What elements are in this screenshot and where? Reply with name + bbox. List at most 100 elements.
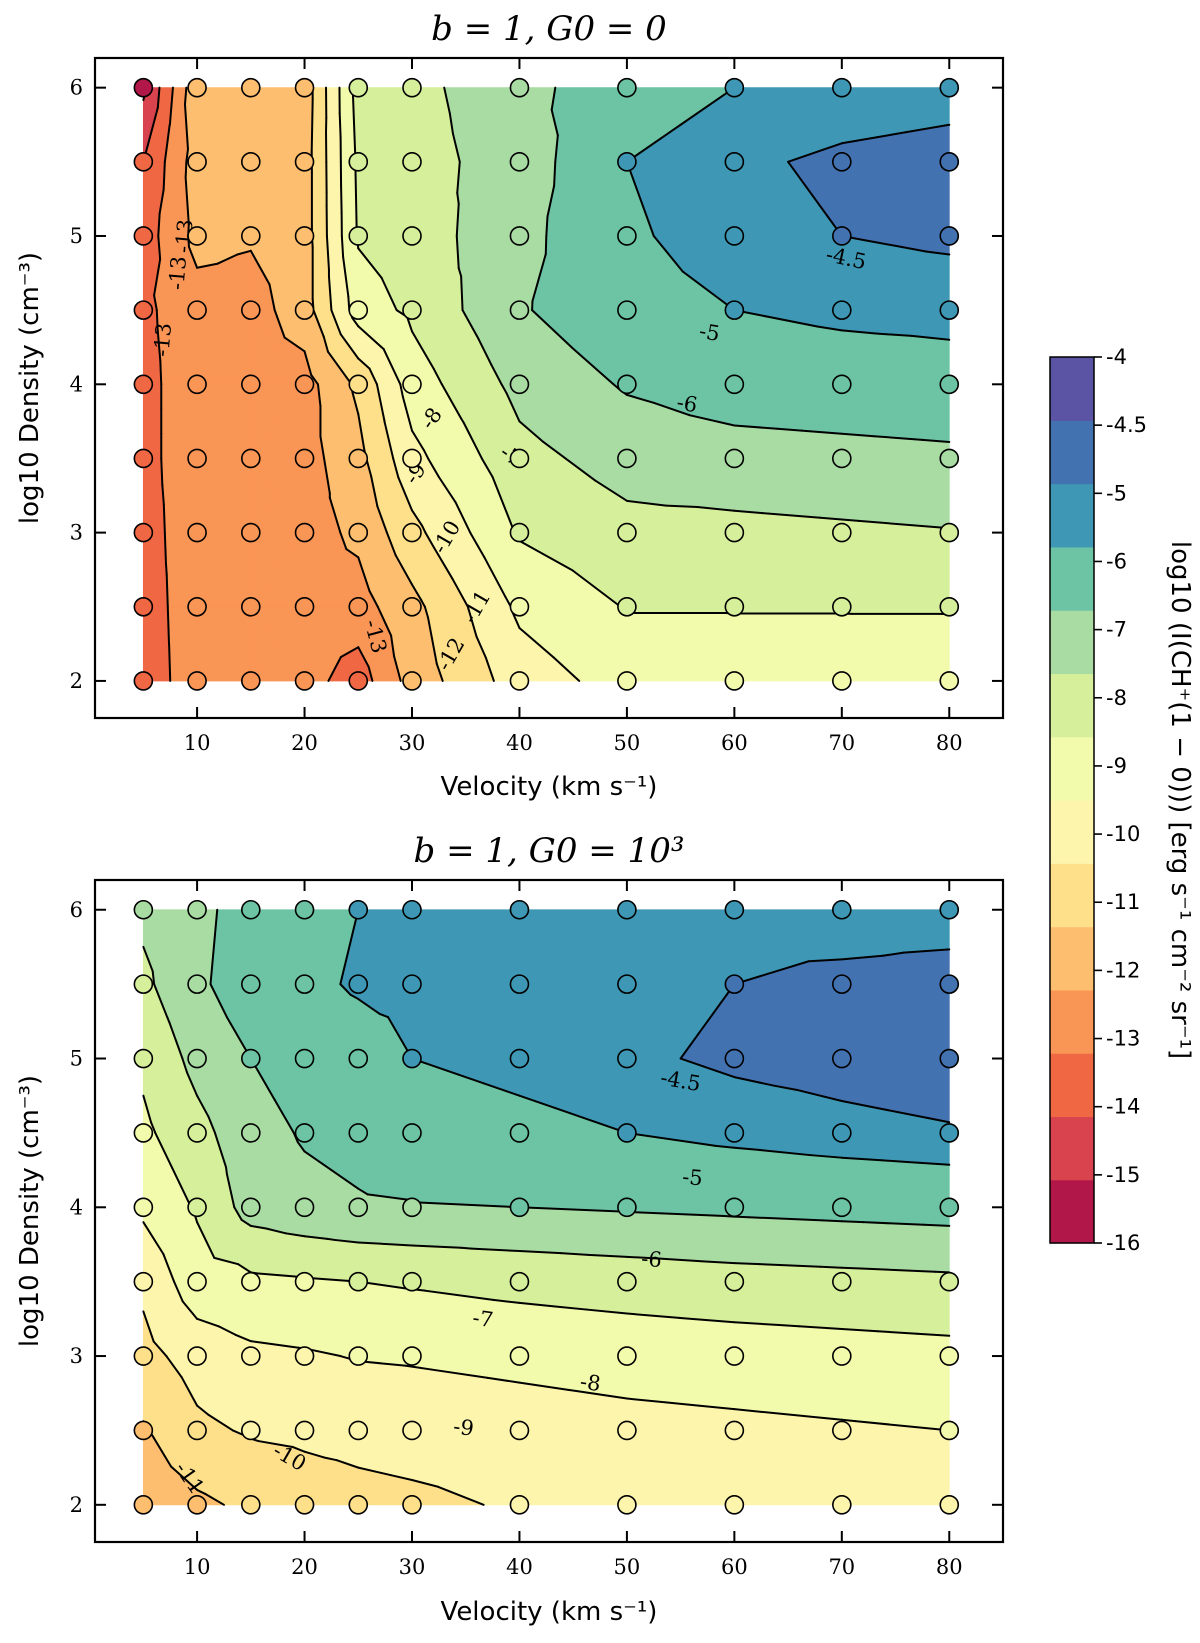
contour-band: [519, 908, 574, 985]
contour-line: [554, 134, 559, 163]
contour-line: [196, 1488, 207, 1495]
contour-line: [410, 1057, 485, 1085]
contour-line: [805, 185, 843, 237]
contour-line: [171, 1166, 181, 1184]
contour-line: [310, 97, 314, 153]
contour-band: [411, 983, 467, 1060]
contour-line: [733, 1321, 781, 1327]
data-point: [724, 1123, 745, 1143]
x-tick-label: 30: [399, 1555, 426, 1579]
data-point: [939, 522, 960, 543]
contour-line: [733, 1408, 763, 1413]
contour-line: [351, 391, 360, 415]
data-point: [832, 1346, 852, 1366]
contour-band: [411, 531, 454, 601]
contour-line: [196, 1221, 216, 1259]
contour-line: [164, 562, 168, 576]
contour-line: [456, 192, 460, 205]
contour-line: [787, 148, 825, 163]
contour-line: [339, 983, 352, 996]
contour-line: [531, 309, 569, 345]
colorbar-tick-label: -8: [1106, 686, 1127, 710]
colorbar-tick-label: -11: [1106, 890, 1140, 914]
contour-line: [404, 1364, 413, 1368]
data-point: [348, 596, 369, 617]
data-point: [402, 1123, 422, 1143]
contour-line: [840, 518, 860, 522]
x-tick-label: 60: [721, 1555, 748, 1579]
contour-fill-top: [142, 86, 951, 683]
contour-line: [376, 605, 393, 637]
contour-band: [357, 383, 386, 452]
contour-line: [184, 176, 190, 226]
colorbar-bin: [1050, 1179, 1094, 1244]
contour-line: [679, 86, 736, 126]
data-point: [617, 152, 637, 172]
contour-line: [209, 961, 214, 986]
data-point: [348, 1048, 369, 1069]
contour-line: [477, 337, 493, 366]
data-point: [509, 1048, 530, 1069]
contour-line: [159, 359, 163, 386]
contour-line: [366, 1193, 408, 1201]
contour-line: [163, 531, 167, 565]
contour-lines-top: [142, 86, 951, 682]
plot-top-xlabel: Velocity (km s⁻¹): [441, 772, 658, 802]
data-point: [724, 1495, 745, 1515]
contour-line: [625, 499, 667, 507]
data-points-bottom: [133, 899, 960, 1515]
contour-line: [666, 1401, 700, 1407]
data-point: [402, 226, 422, 246]
contour-line: [542, 440, 567, 460]
data-point: [241, 671, 261, 691]
data-points-top: [133, 77, 960, 691]
contour-band: [304, 308, 329, 376]
contour-label-group: -5: [697, 319, 721, 346]
data-point: [348, 300, 369, 320]
data-point: [617, 1420, 637, 1441]
contour-line: [696, 506, 736, 512]
data-point: [939, 1495, 960, 1515]
data-point: [724, 152, 745, 172]
contour-line: [339, 646, 360, 658]
contour-line: [225, 1173, 236, 1209]
contour-line: [733, 960, 810, 986]
contour-line: [185, 148, 189, 163]
data-point: [617, 1495, 637, 1515]
data-point: [348, 1495, 369, 1515]
contour-line: [797, 1325, 843, 1330]
contour-line: [733, 424, 779, 430]
data-point: [133, 1420, 154, 1441]
contour-line: [531, 253, 547, 303]
contour-line: [165, 1355, 183, 1379]
data-point: [402, 300, 422, 320]
contour-line: [585, 1308, 628, 1315]
contour-line: [157, 234, 162, 261]
contour-line: [257, 1440, 294, 1448]
data-point: [724, 1346, 745, 1366]
plot-top-ylabel: log10 Density (cm⁻³): [15, 252, 45, 524]
data-point: [724, 226, 745, 246]
contour-line: [410, 583, 423, 602]
contour-line: [188, 246, 199, 269]
data-point: [187, 1197, 207, 1218]
contour-line: [559, 1252, 590, 1256]
contour-line: [437, 475, 457, 504]
contour-line: [715, 1069, 736, 1079]
contour-line: [168, 86, 174, 126]
x-tick-label: 30: [399, 731, 426, 755]
contour-line: [905, 123, 951, 134]
data-point: [402, 596, 422, 617]
colorbar-tick-label: -5: [1106, 481, 1127, 505]
data-point: [509, 226, 530, 246]
data-point: [509, 300, 530, 320]
colorbar-tick-label: -7: [1106, 618, 1127, 642]
y-tick-label: 4: [70, 1195, 83, 1219]
data-point: [724, 899, 745, 920]
data-point: [187, 1346, 207, 1366]
x-tick-label: 40: [506, 731, 533, 755]
contour-band: [626, 1057, 682, 1134]
data-point: [133, 77, 154, 98]
contour-line: [181, 1057, 189, 1074]
contour-line: [308, 1348, 342, 1358]
